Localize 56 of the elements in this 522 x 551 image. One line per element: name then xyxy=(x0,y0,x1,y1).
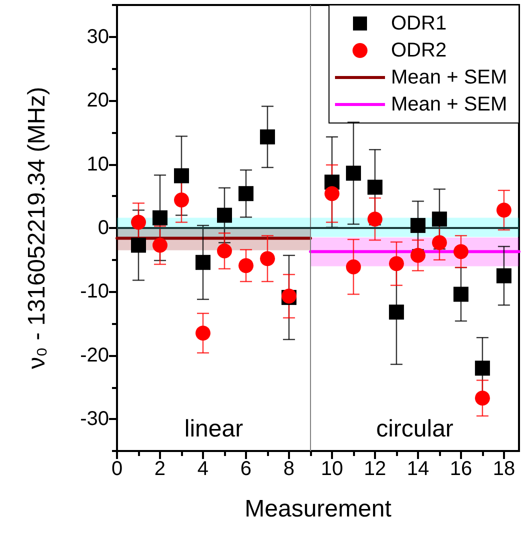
point xyxy=(410,248,426,263)
x-tick-label: 18 xyxy=(492,458,516,480)
point xyxy=(410,218,426,233)
point xyxy=(131,214,146,230)
x-tick-label: 4 xyxy=(197,458,209,480)
y-tick-label: -20 xyxy=(80,344,109,366)
point xyxy=(260,251,275,266)
point xyxy=(130,238,146,253)
point xyxy=(388,256,404,272)
point xyxy=(196,326,210,341)
point xyxy=(216,208,232,223)
x-tick-label: 16 xyxy=(450,458,472,480)
point xyxy=(152,210,168,226)
y-tick-label: 10 xyxy=(86,153,109,176)
annotation: linear xyxy=(184,416,244,442)
x-tick-label: 6 xyxy=(240,458,252,480)
point xyxy=(453,244,468,260)
point xyxy=(367,180,382,195)
y-tick-label: -10 xyxy=(80,280,109,303)
legend-label: ODR2 xyxy=(391,40,447,62)
legend-label: Mean + SEM xyxy=(391,94,508,116)
point xyxy=(474,390,490,406)
point xyxy=(174,168,189,184)
point xyxy=(388,304,404,320)
x-tick-label: 10 xyxy=(320,458,344,480)
y-tick-label: -30 xyxy=(80,408,109,430)
point xyxy=(474,360,490,376)
y-tick-label: 0 xyxy=(98,217,109,239)
point xyxy=(453,286,468,302)
x-axis-title: Measurement xyxy=(244,496,392,522)
point xyxy=(217,243,232,258)
point xyxy=(152,238,168,253)
x-tick-label: 2 xyxy=(154,458,166,480)
point xyxy=(432,212,447,227)
point xyxy=(324,186,340,202)
point xyxy=(432,235,447,250)
point xyxy=(346,259,361,274)
y-tick-label: 30 xyxy=(86,26,109,48)
point xyxy=(195,254,210,270)
point xyxy=(496,268,512,284)
y-axis-title: ν₀ - 1316052219.34 (MHz) xyxy=(24,86,50,370)
x-tick-label: 8 xyxy=(283,458,295,480)
x-tick-label: 14 xyxy=(406,458,430,480)
legend-label: Mean + SEM xyxy=(391,66,508,88)
y-tick-label: 20 xyxy=(86,90,109,112)
point xyxy=(496,202,512,218)
point xyxy=(260,129,275,144)
x-tick-label: 12 xyxy=(364,458,386,480)
x-tick-label: 0 xyxy=(111,458,123,480)
legend-label: ODR1 xyxy=(391,12,447,34)
point xyxy=(346,166,361,181)
point xyxy=(238,186,254,202)
annotation: circular xyxy=(376,416,454,442)
point xyxy=(174,192,189,208)
point xyxy=(238,258,254,274)
point xyxy=(367,212,382,227)
